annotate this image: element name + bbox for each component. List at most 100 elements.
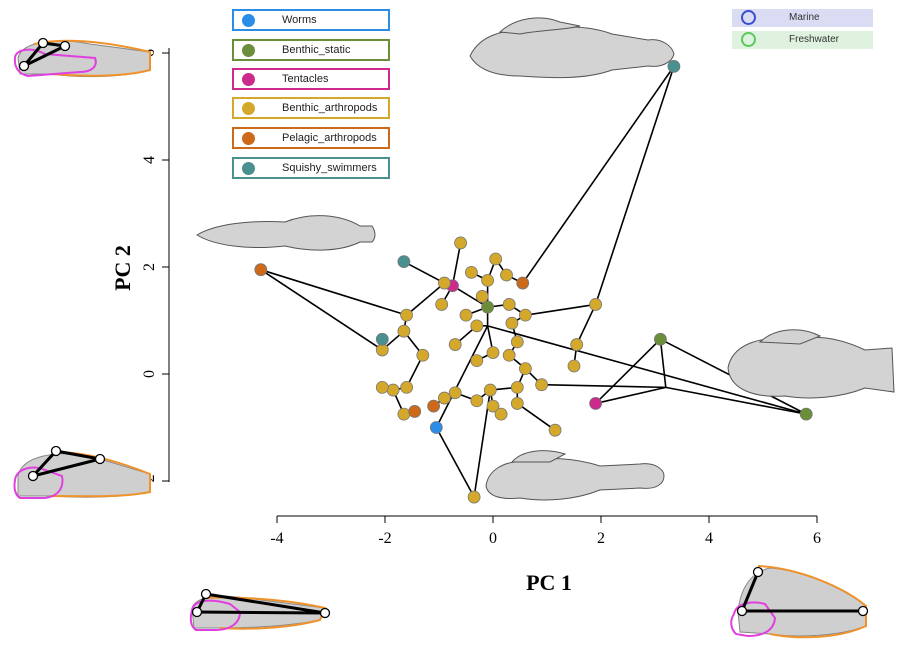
legend-label: Worms bbox=[282, 14, 317, 26]
data-point-benthic-arthropods bbox=[416, 348, 430, 362]
data-point-benthic-arthropods bbox=[481, 273, 495, 287]
legend-label: Marine bbox=[789, 12, 820, 23]
jaw-diagram-bottom-right bbox=[730, 565, 869, 639]
phylogeny-edge bbox=[594, 66, 675, 305]
y-tick-label: 4 bbox=[141, 156, 158, 164]
data-point-benthic-static bbox=[799, 407, 813, 421]
phylogeny-edge bbox=[260, 269, 383, 351]
data-point-benthic-arthropods bbox=[400, 308, 414, 322]
data-point-benthic-arthropods bbox=[448, 386, 462, 400]
legend-item-worms: Worms bbox=[232, 9, 390, 31]
x-tick-label: 6 bbox=[813, 530, 821, 547]
data-point-benthic-arthropods bbox=[470, 354, 484, 368]
legend-item-squishy-swimmers: Squishy_swimmers bbox=[232, 157, 390, 179]
fish-illustration-left bbox=[196, 215, 376, 251]
data-point-benthic-arthropods bbox=[467, 490, 481, 504]
data-point-benthic-arthropods bbox=[494, 407, 508, 421]
data-point-benthic-arthropods bbox=[510, 397, 524, 410]
phylogeny-edge bbox=[541, 383, 666, 389]
data-point-pelagic-arthropods bbox=[427, 399, 441, 413]
y-tick-label: 0 bbox=[141, 370, 158, 378]
legend-item-marine: Marine bbox=[732, 9, 873, 27]
legend-swatch bbox=[242, 132, 255, 145]
data-point-pelagic-arthropods bbox=[516, 276, 530, 290]
data-point-benthic-arthropods bbox=[535, 378, 548, 392]
x-axis-ticks: -4 -2 0 2 4 6 bbox=[270, 516, 821, 547]
legend-ring bbox=[741, 32, 756, 47]
data-point-benthic-arthropods bbox=[510, 335, 524, 349]
legend-label: Freshwater bbox=[789, 34, 840, 45]
jaw-diagram-top-left bbox=[13, 37, 151, 78]
data-point-benthic-arthropods bbox=[437, 391, 451, 405]
data-point-benthic-arthropods bbox=[437, 276, 451, 290]
x-tick-label: -4 bbox=[270, 530, 283, 547]
phylogeny-edge bbox=[659, 339, 667, 388]
data-point-benthic-arthropods bbox=[500, 268, 513, 282]
data-point-squishy-swimmers bbox=[375, 332, 389, 346]
data-point-benthic-arthropods bbox=[548, 423, 562, 437]
y-axis-title: PC 2 bbox=[110, 245, 135, 291]
legend-label: Tentacles bbox=[282, 73, 329, 85]
y-tick-label: 2 bbox=[141, 263, 158, 271]
legend-swatch bbox=[242, 14, 255, 27]
data-point-benthic-arthropods bbox=[505, 316, 519, 330]
legend-ring bbox=[741, 10, 756, 25]
phylogeny-edge bbox=[451, 242, 462, 286]
data-point-benthic-arthropods bbox=[386, 383, 400, 397]
data-point-benthic-arthropods bbox=[589, 298, 602, 311]
x-tick-label: 4 bbox=[705, 530, 713, 547]
data-point-pelagic-arthropods bbox=[408, 405, 422, 418]
data-point-worms bbox=[429, 421, 443, 434]
data-point-benthic-arthropods bbox=[519, 308, 532, 322]
data-point-benthic-arthropods bbox=[375, 343, 389, 357]
legend-label: Pelagic_arthropods bbox=[282, 132, 377, 144]
data-point-benthic-static bbox=[481, 300, 495, 314]
data-point-benthic-arthropods bbox=[400, 380, 414, 394]
data-point-benthic-arthropods bbox=[375, 380, 389, 394]
legend-item-pelagic-arthropods: Pelagic_arthropods bbox=[232, 127, 390, 149]
phylogeny-edge bbox=[525, 303, 596, 316]
phylogeny-edge bbox=[406, 282, 445, 316]
data-point-benthic-arthropods bbox=[454, 236, 468, 250]
data-point-benthic-arthropods bbox=[470, 319, 484, 333]
phylogeny-edge bbox=[516, 402, 556, 431]
jaw-diagram-bottom-center bbox=[189, 588, 331, 631]
fish-illustration-right bbox=[727, 329, 895, 399]
data-point-benthic-arthropods bbox=[397, 324, 411, 338]
data-point-benthic-arthropods bbox=[475, 290, 489, 303]
data-point-benthic-arthropods bbox=[502, 298, 516, 311]
phylogeny-edge bbox=[403, 260, 445, 284]
phylogeny-edge bbox=[435, 325, 489, 428]
data-point-benthic-arthropods bbox=[502, 348, 516, 362]
jaw-diagram-bottom-left bbox=[13, 445, 151, 499]
data-point-pelagic-arthropods bbox=[254, 263, 268, 277]
fish-illustration-bottom bbox=[485, 450, 665, 501]
data-point-benthic-arthropods bbox=[486, 399, 500, 413]
legend-swatch bbox=[242, 162, 255, 175]
legend-label: Squishy_swimmers bbox=[282, 162, 377, 174]
phylogeny-edge bbox=[665, 386, 807, 415]
data-point-benthic-arthropods bbox=[397, 407, 411, 421]
data-point-benthic-arthropods bbox=[570, 338, 584, 351]
phylogeny-edge bbox=[575, 304, 597, 345]
data-point-benthic-arthropods bbox=[489, 252, 503, 266]
legend-swatch bbox=[242, 44, 255, 57]
data-point-benthic-arthropods bbox=[448, 338, 462, 351]
legend-item-freshwater: Freshwater bbox=[732, 31, 873, 49]
phylogeny-edge bbox=[487, 325, 807, 415]
phylogeny-edge bbox=[522, 65, 675, 284]
data-point-tentacles bbox=[589, 397, 602, 410]
data-point-benthic-arthropods bbox=[464, 265, 478, 279]
phylogeny-edge bbox=[452, 285, 489, 308]
data-point-benthic-arthropods bbox=[459, 308, 473, 322]
legend-item-benthic-arthropods: Benthic_arthropods bbox=[232, 97, 390, 119]
x-tick-label: 2 bbox=[597, 530, 605, 547]
data-point-squishy-swimmers bbox=[397, 255, 411, 269]
data-point-benthic-arthropods bbox=[519, 362, 532, 376]
data-point-benthic-arthropods bbox=[483, 383, 497, 397]
x-tick-label: -2 bbox=[378, 530, 391, 547]
phylogeny-edge bbox=[435, 427, 475, 498]
fish-illustration-top bbox=[469, 17, 675, 79]
